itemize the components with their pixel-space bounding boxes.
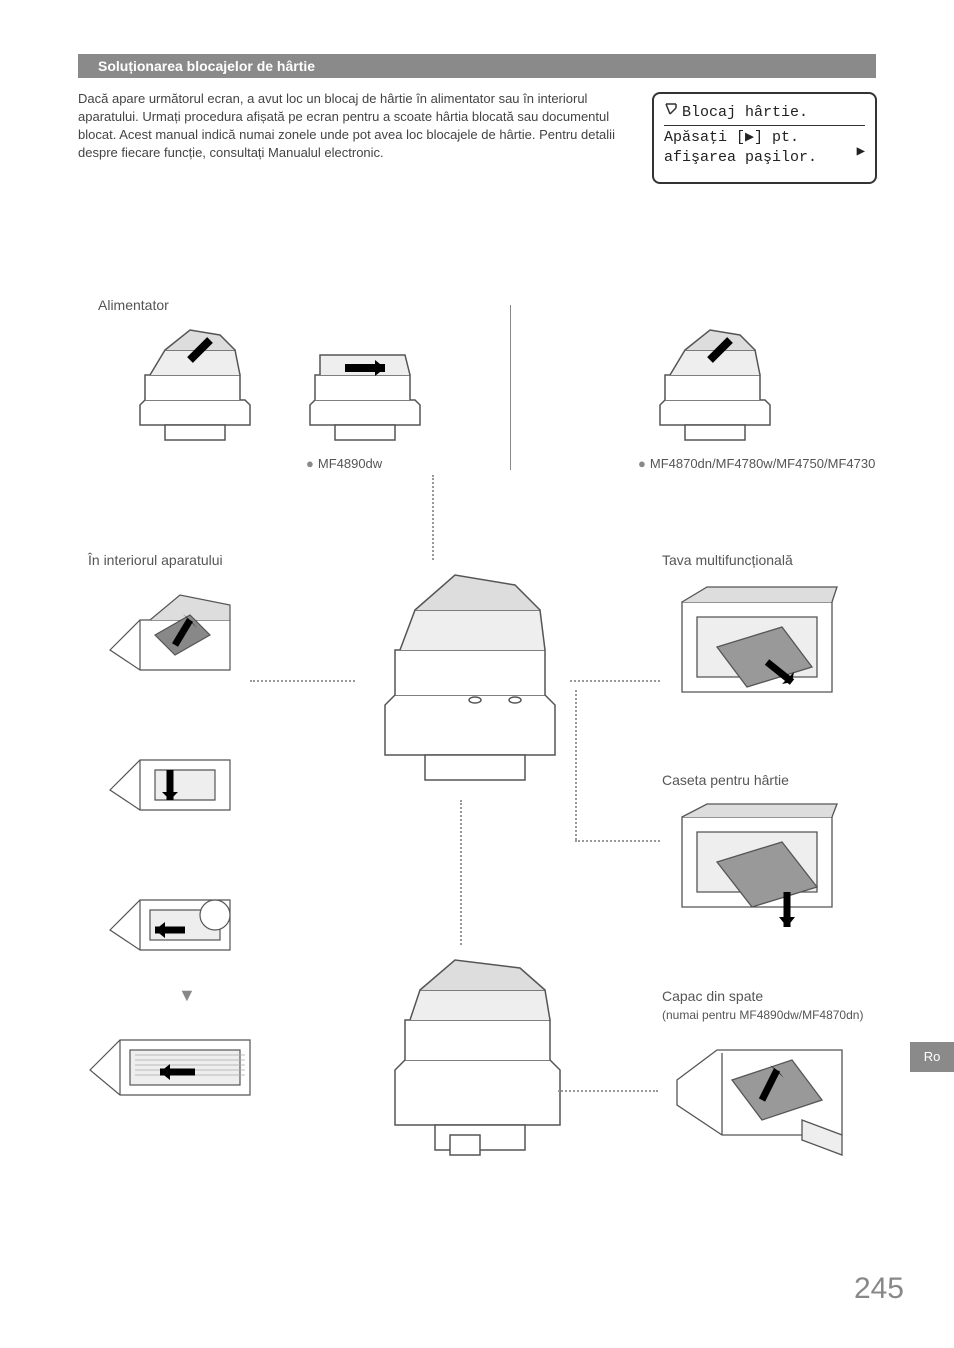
lcd-line-3: afişarea paşilor. bbox=[664, 148, 865, 168]
printer-illustration bbox=[662, 1025, 857, 1180]
dotted-connector bbox=[250, 680, 355, 682]
cassette-label: Caseta pentru hârtie bbox=[662, 772, 789, 788]
printer-illustration bbox=[100, 860, 250, 980]
section-header: Soluționarea blocajelor de hârtie bbox=[78, 54, 876, 78]
printer-illustration bbox=[290, 320, 440, 455]
divider-line bbox=[510, 305, 511, 470]
printer-illustration bbox=[345, 555, 605, 810]
dotted-connector bbox=[570, 680, 660, 682]
dotted-connector bbox=[575, 840, 660, 842]
printer-illustration bbox=[80, 1010, 260, 1125]
chevron-right-icon: ▶ bbox=[857, 142, 865, 162]
printer-illustration bbox=[100, 720, 250, 840]
page-number: 245 bbox=[854, 1272, 904, 1306]
inside-unit-label: În interiorul aparatului bbox=[88, 552, 223, 568]
lcd-display: Blocaj hârtie. Apăsaţi [▶] pt. afişarea … bbox=[652, 92, 877, 184]
dotted-connector bbox=[460, 800, 462, 945]
model-label-left: ●MF4890dw bbox=[306, 456, 382, 471]
dotted-connector bbox=[575, 690, 577, 840]
printer-illustration bbox=[662, 792, 847, 957]
paper-jam-icon bbox=[664, 102, 678, 123]
printer-illustration bbox=[662, 572, 847, 732]
dotted-connector bbox=[432, 475, 434, 560]
printer-illustration bbox=[360, 940, 600, 1175]
language-tab: Ro bbox=[910, 1042, 954, 1072]
section-header-text: Soluționarea blocajelor de hârtie bbox=[98, 58, 315, 74]
bullet-icon: ● bbox=[306, 456, 314, 471]
rear-cover-sublabel: (numai pentru MF4890dw/MF4870dn) bbox=[662, 1008, 863, 1022]
intro-paragraph: Dacă apare următorul ecran, a avut loc u… bbox=[78, 90, 623, 162]
rear-cover-label: Capac din spate bbox=[662, 988, 763, 1004]
printer-illustration bbox=[100, 580, 250, 700]
lcd-line-2: Apăsaţi [▶] pt. bbox=[664, 128, 865, 148]
chevron-down-icon: ▼ bbox=[178, 985, 196, 1006]
printer-illustration bbox=[640, 320, 790, 455]
lcd-line-1: Blocaj hârtie. bbox=[682, 103, 808, 123]
lcd-divider bbox=[664, 125, 865, 126]
feeder-label: Alimentator bbox=[98, 297, 169, 313]
printer-illustration bbox=[120, 320, 270, 455]
intro-text: Dacă apare următorul ecran, a avut loc u… bbox=[78, 91, 615, 160]
model-label-right: ●MF4870dn/MF4780w/MF4750/MF4730 bbox=[638, 456, 875, 471]
mp-tray-label: Tava multifuncțională bbox=[662, 552, 793, 568]
bullet-icon: ● bbox=[638, 456, 646, 471]
dotted-connector bbox=[558, 1090, 658, 1092]
